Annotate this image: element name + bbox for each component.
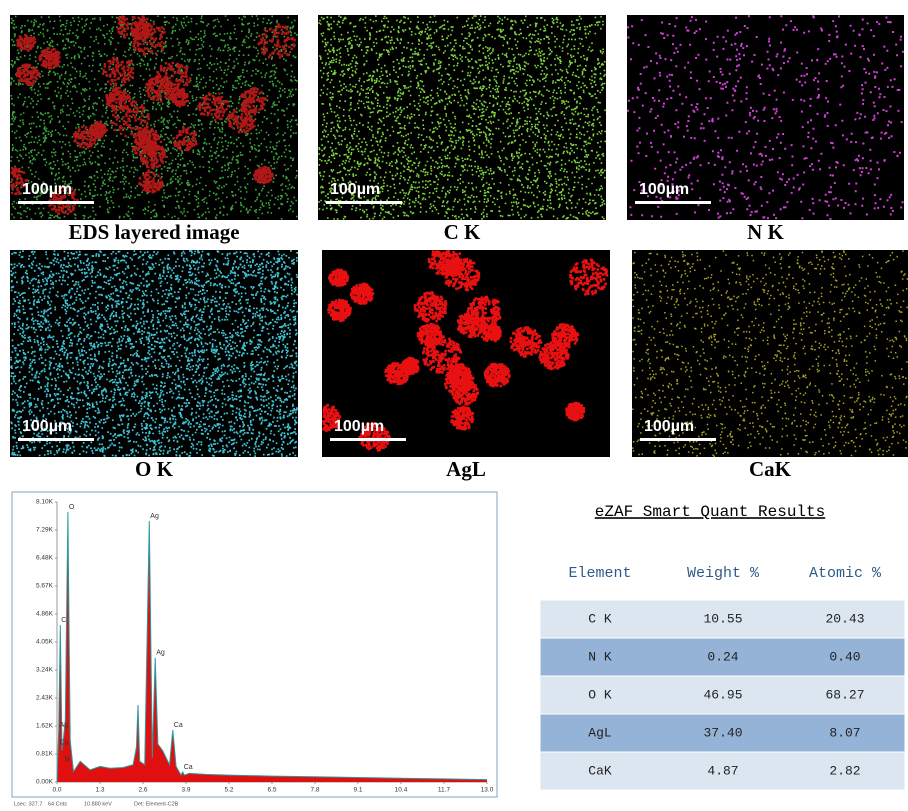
map-caption: CaK xyxy=(749,457,792,481)
table-row xyxy=(539,637,906,677)
x-tick-label: 11.7 xyxy=(438,787,451,794)
peak-label: Ca xyxy=(60,739,69,746)
spectrum-footer: Lsec: 327.7 xyxy=(14,801,42,807)
table-cell: C K xyxy=(588,611,612,626)
table-cell: 0.40 xyxy=(829,649,860,664)
map-caption: AgL xyxy=(446,457,486,481)
table-row xyxy=(539,675,906,715)
x-tick-label: 2.6 xyxy=(138,787,147,794)
scale-bar xyxy=(330,438,406,441)
map-caption: EDS layered image xyxy=(68,220,239,244)
y-tick-label: 4.86K xyxy=(36,611,54,618)
x-tick-label: 9.1 xyxy=(353,787,362,794)
scale-bar xyxy=(635,201,711,204)
scale-bar-label: 100µm xyxy=(22,181,72,198)
table-row xyxy=(539,713,906,753)
scale-bar-label: 100µm xyxy=(334,418,384,435)
spectrum-line xyxy=(56,511,488,783)
map-caption: C K xyxy=(444,220,481,244)
y-tick-label: 8.10K xyxy=(36,499,54,506)
x-tick-label: 3.9 xyxy=(181,787,190,794)
scale-bar-label: 100µm xyxy=(22,418,72,435)
peak-label: Ag xyxy=(150,513,159,520)
table-cell: CaK xyxy=(588,763,612,778)
table-cell: 46.95 xyxy=(703,687,742,702)
map-signal xyxy=(632,250,908,457)
map-caption: N K xyxy=(747,220,784,244)
y-tick-label: 3.24K xyxy=(36,667,54,674)
peak-label: Ca xyxy=(184,764,193,771)
scale-bar xyxy=(640,438,716,441)
spectrum-footer: 64 Cnts xyxy=(48,801,67,807)
x-tick-label: 13.0 xyxy=(481,787,494,794)
spectrum-footer: Det: Element-C2B xyxy=(134,801,179,807)
table-cell: N K xyxy=(588,649,612,664)
y-tick-label: 7.29K xyxy=(36,527,54,534)
table-cell: O K xyxy=(588,687,612,702)
map-image xyxy=(627,15,904,220)
table-header: Weight % xyxy=(687,565,760,582)
y-tick-label: 0.00K xyxy=(36,779,54,786)
scale-bar-label: 100µm xyxy=(330,181,380,198)
y-tick-label: 4.05K xyxy=(36,639,54,646)
table-cell: 10.55 xyxy=(703,611,742,626)
map-image xyxy=(632,250,908,457)
y-tick-label: 2.43K xyxy=(36,695,54,702)
x-tick-label: 0.0 xyxy=(52,787,61,794)
table-cell: 37.40 xyxy=(703,725,742,740)
table-row xyxy=(539,751,906,791)
y-tick-label: 1.62K xyxy=(36,723,54,730)
table-cell: 68.27 xyxy=(825,687,864,702)
x-tick-label: 6.5 xyxy=(267,787,276,794)
peak-label: Ag xyxy=(156,650,165,657)
table-header: Atomic % xyxy=(809,565,882,582)
peak-label: Ag xyxy=(60,722,69,729)
table-cell: AgL xyxy=(588,725,611,740)
x-tick-label: 7.8 xyxy=(310,787,319,794)
y-tick-label: 6.48K xyxy=(36,555,54,562)
table-cell: 4.87 xyxy=(707,763,738,778)
table-row xyxy=(539,599,906,639)
scale-bar-label: 100µm xyxy=(639,181,689,198)
peak-label: O xyxy=(69,504,75,511)
table-cell: 2.82 xyxy=(829,763,860,778)
table-header: Element xyxy=(568,565,631,582)
map-signal xyxy=(322,250,609,452)
table-title: eZAF Smart Quant Results xyxy=(595,503,825,521)
scale-bar xyxy=(18,201,94,204)
peak-label: Ca xyxy=(174,722,183,729)
map-signal xyxy=(10,250,298,457)
table-cell: 0.24 xyxy=(707,649,738,664)
map-image xyxy=(318,15,606,220)
peak-label: N xyxy=(65,757,70,764)
x-tick-label: 5.2 xyxy=(224,787,233,794)
x-tick-label: 1.3 xyxy=(95,787,104,794)
map-caption: O K xyxy=(135,457,174,481)
scale-bar xyxy=(18,438,94,441)
scale-bar-label: 100µm xyxy=(644,418,694,435)
table-cell: 20.43 xyxy=(825,611,864,626)
scale-bar xyxy=(326,201,402,204)
spectrum-frame xyxy=(11,491,498,798)
table-cell: 8.07 xyxy=(829,725,860,740)
y-tick-label: 5.67K xyxy=(36,583,54,590)
x-tick-label: 10.4 xyxy=(395,787,408,794)
peak-label: C xyxy=(61,617,66,624)
spectrum-footer: 10.880 keV xyxy=(84,801,112,807)
y-tick-label: 0.81K xyxy=(36,751,54,758)
